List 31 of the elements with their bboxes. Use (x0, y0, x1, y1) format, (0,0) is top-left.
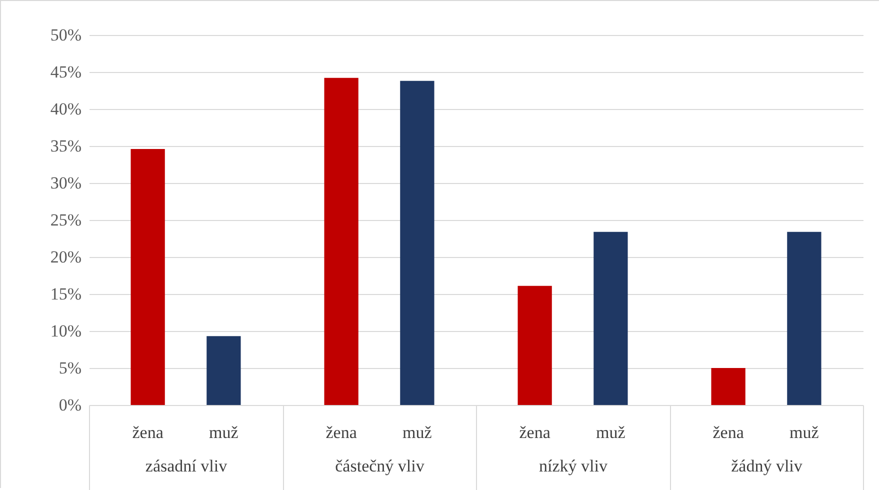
text: muž (596, 423, 626, 442)
bar (400, 80, 434, 405)
bar (787, 232, 822, 405)
y-tick-label: 10% (50, 322, 82, 340)
y-tick-label: 25% (50, 210, 82, 230)
series-label: muž (209, 423, 239, 442)
text: žena (326, 423, 357, 442)
bar (206, 336, 241, 405)
x-tick-label: nízký vliv (539, 456, 608, 476)
x-tick-label: zásadní vliv (145, 456, 228, 476)
y-tick-label: 30% (50, 174, 82, 192)
series-label: žena (132, 423, 164, 442)
text: muž (402, 423, 432, 442)
y-tick-label: 40% (50, 100, 82, 118)
bar (594, 232, 628, 405)
y-tick-label: 0% (58, 396, 82, 414)
y-tick-label: 5% (58, 358, 82, 378)
bar (324, 78, 358, 405)
x-tick-label: částečný vliv (335, 456, 425, 476)
text: žena (519, 423, 550, 442)
y-tick-label: 35% (50, 136, 82, 156)
y-tick-label: 50% (50, 26, 82, 44)
bar (711, 368, 746, 405)
bar (518, 286, 552, 405)
bar (130, 148, 165, 405)
y-tick-label: 20% (50, 248, 82, 266)
y-tick-label: 15% (50, 284, 82, 304)
y-tick-label: 45% (50, 62, 82, 82)
text: žena (712, 423, 744, 442)
x-tick-label: žádný vliv (731, 456, 803, 476)
text: muž (790, 423, 819, 442)
